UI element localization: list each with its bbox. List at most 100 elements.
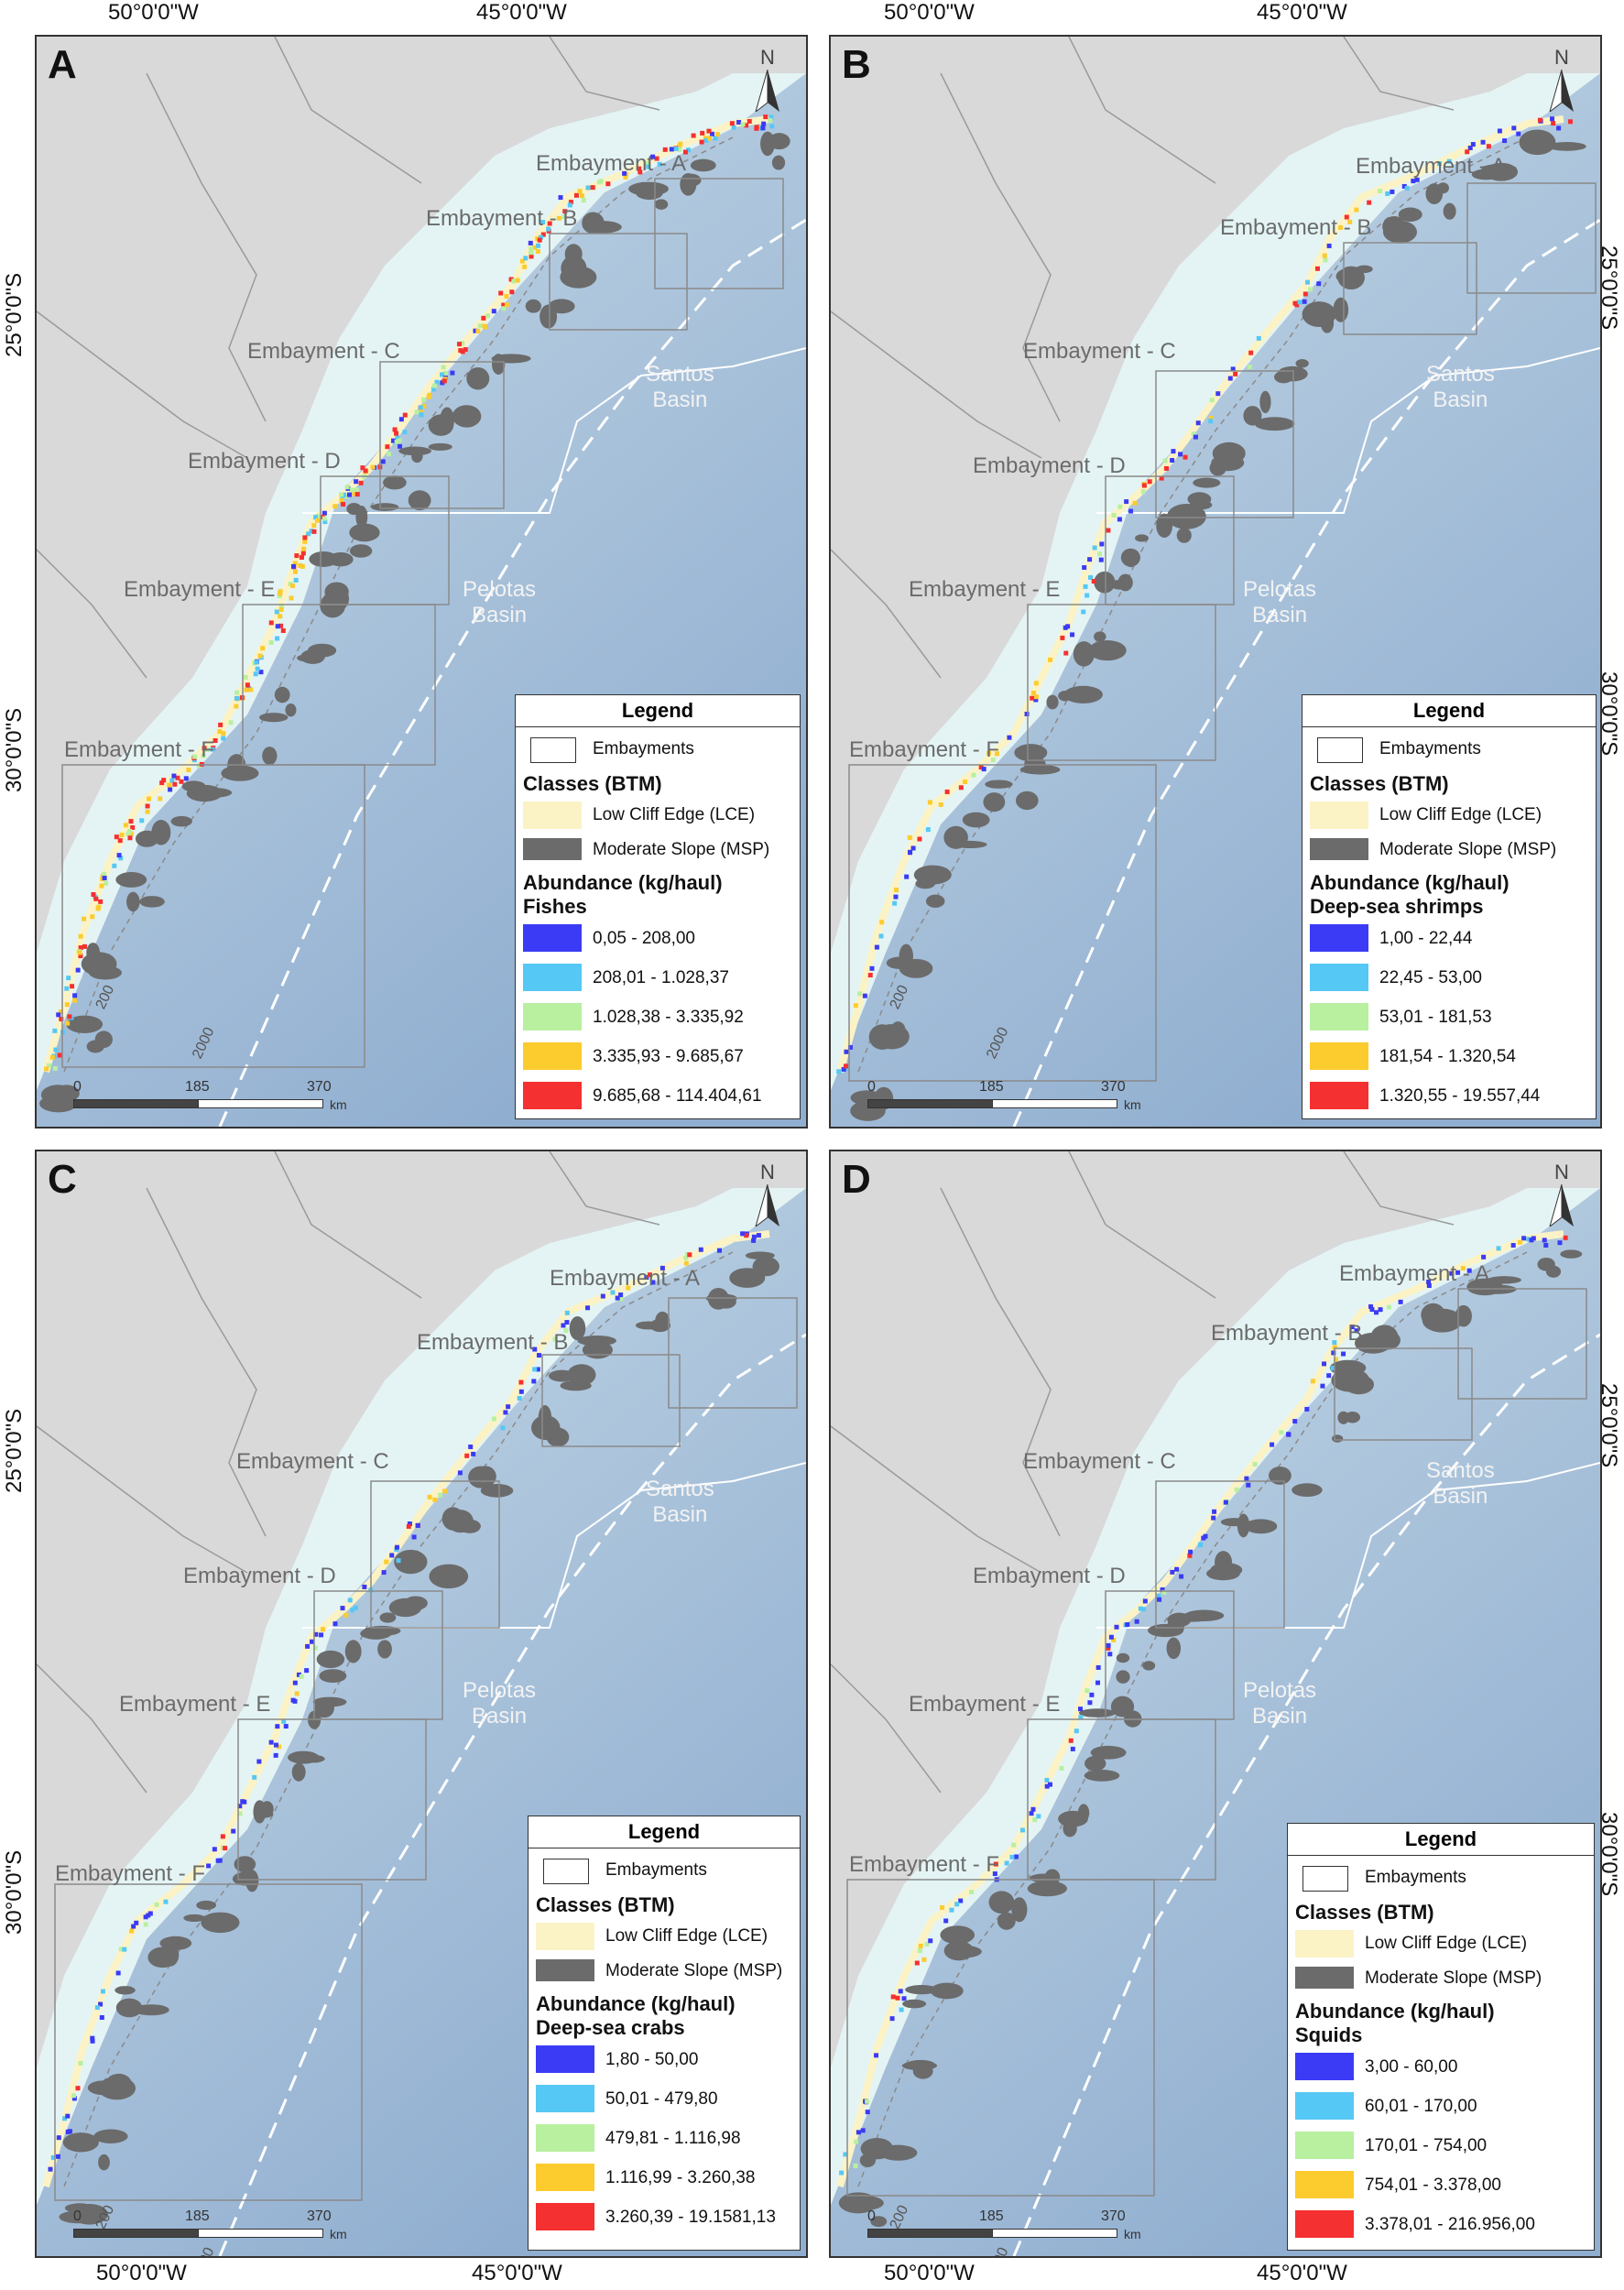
moderate-slope-patch: [930, 1982, 964, 2000]
abundance-point: [273, 1742, 278, 1748]
abundance-point: [278, 614, 283, 619]
moderate-slope-patch: [1421, 1303, 1445, 1327]
abundance-point: [659, 1265, 665, 1270]
abundance-point: [77, 950, 82, 955]
abundance-point: [302, 539, 308, 544]
abundance-point: [907, 834, 912, 840]
abundance-point: [72, 998, 78, 1003]
abundance-point: [294, 1691, 300, 1696]
embayment-label: Embayment - D: [973, 453, 1126, 478]
legend-classes-heading: Classes (BTM): [523, 772, 662, 795]
abundance-point: [761, 121, 767, 126]
abundance-point: [1368, 1303, 1374, 1309]
abundance-point: [57, 1052, 62, 1058]
embayment-label: Embayment - A: [550, 1266, 701, 1291]
abundance-point: [1286, 1432, 1292, 1437]
moderate-slope-patch: [316, 1650, 345, 1669]
abundance-point: [340, 1606, 345, 1611]
abundance-point: [463, 347, 468, 353]
embayment-label: Embayment - B: [417, 1330, 569, 1355]
moderate-slope-patch: [300, 649, 325, 664]
abundance-point: [1059, 1765, 1064, 1771]
basin-boundary: [1096, 1462, 1600, 1629]
abundance-point: [517, 1395, 522, 1401]
abundance-point: [118, 856, 124, 861]
abundance-point: [1161, 1589, 1167, 1595]
embayment-label: Embayment - D: [188, 449, 341, 474]
moderate-slope-patch: [1116, 1670, 1130, 1684]
moderate-slope-patch: [1259, 390, 1271, 414]
abundance-point: [925, 827, 931, 833]
legend-lce-swatch: [536, 1923, 594, 1950]
abundance-point: [963, 780, 968, 785]
abundance-point: [384, 1559, 389, 1565]
abundance-point: [82, 943, 87, 949]
abundance-point: [258, 670, 264, 675]
abundance-point: [1156, 1593, 1161, 1598]
abundance-point: [411, 1534, 417, 1540]
moderate-slope-patch: [139, 896, 165, 908]
moderate-slope-patch: [1243, 406, 1262, 426]
north-arrow-shape: [1549, 69, 1574, 114]
abundance-point: [1304, 1406, 1310, 1412]
moderate-slope-patch: [870, 2216, 888, 2228]
abundance-point: [244, 687, 249, 692]
abundance-point: [865, 2110, 870, 2115]
moderate-slope-patch: [752, 1256, 779, 1277]
abundance-point: [332, 504, 338, 509]
abundance-point: [1160, 1587, 1165, 1592]
abundance-point: [978, 765, 984, 770]
moderate-slope-patch: [1211, 454, 1245, 472]
abundance-point: [1347, 219, 1353, 224]
abundance-point: [134, 1920, 139, 1925]
embayment-label: Embayment - B: [426, 206, 578, 231]
abundance-point: [253, 671, 258, 677]
abundance-point: [1449, 1270, 1455, 1276]
abundance-point: [1084, 593, 1090, 598]
abundance-point: [304, 1668, 310, 1674]
legend-lce: Low Cliff Edge (LCE): [1365, 1934, 1528, 1953]
abundance-point: [349, 487, 354, 493]
abundance-point: [299, 1674, 304, 1679]
abundance-point: [104, 880, 109, 886]
abundance-point: [292, 1680, 298, 1685]
abundance-point: [1460, 1266, 1466, 1271]
abundance-point: [706, 128, 712, 134]
moderate-slope-patch: [714, 1294, 736, 1309]
moderate-slope-patch: [253, 1800, 267, 1824]
abundance-point: [1426, 1280, 1432, 1285]
moderate-slope-patch: [1063, 685, 1103, 703]
abundance-point: [62, 2116, 68, 2121]
legend-embayments: Embayments: [1365, 1868, 1466, 1887]
abundance-point: [385, 444, 390, 450]
scale-185: 185: [185, 2208, 210, 2224]
abundance-point: [221, 731, 226, 736]
moderate-slope-patch: [1088, 639, 1127, 661]
legend-group-heading: Squids: [1295, 2023, 1363, 2046]
abundance-point: [65, 2113, 71, 2119]
abundance-point: [305, 1643, 311, 1649]
abundance-point: [605, 181, 611, 187]
abundance-point: [482, 323, 487, 329]
panel-label: A: [48, 42, 77, 87]
abundance-point: [1095, 1664, 1101, 1670]
abundance-point: [298, 562, 303, 568]
state-boundary: [37, 311, 248, 459]
lon-label-bottom-left-a: 50°0'0"W: [96, 2261, 187, 2285]
north-arrow-shape: [755, 69, 779, 114]
moderate-slope-patch: [561, 255, 587, 281]
legend-embayments: Embayments: [1379, 739, 1481, 758]
moderate-slope-patch: [1176, 528, 1192, 543]
abundance-point: [55, 2154, 60, 2159]
abundance-point: [91, 891, 96, 897]
moderate-slope-patch: [548, 299, 575, 314]
abundance-point: [257, 653, 263, 659]
abundance-point: [1322, 1361, 1327, 1367]
abundance-point: [460, 341, 465, 346]
moderate-slope-patch: [98, 2154, 110, 2171]
abundance-point: [123, 823, 128, 828]
abundance-point: [644, 160, 649, 166]
state-boundary: [831, 549, 942, 679]
moderate-slope-patch: [1545, 1265, 1562, 1278]
abundance-point: [540, 232, 546, 237]
